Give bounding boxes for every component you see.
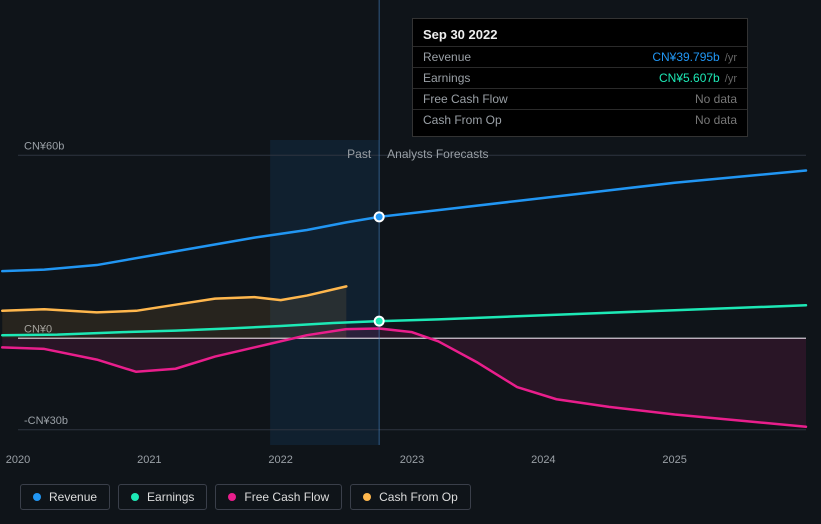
tooltip-metric-label: Cash From Op bbox=[423, 113, 502, 127]
tooltip-metric-value: CN¥39.795b bbox=[652, 50, 719, 64]
legend-item-revenue[interactable]: Revenue bbox=[20, 484, 110, 510]
series-marker-revenue bbox=[376, 213, 383, 220]
tooltip-metric-value: No data bbox=[695, 113, 737, 127]
past-label: Past bbox=[347, 147, 372, 161]
tooltip-metric-value: No data bbox=[695, 92, 737, 106]
tooltip-metric-label: Revenue bbox=[423, 50, 471, 64]
series-area-fcf bbox=[2, 328, 806, 426]
legend-item-cash-from-op[interactable]: Cash From Op bbox=[350, 484, 471, 510]
legend-label: Cash From Op bbox=[379, 490, 458, 504]
y-axis-label: CN¥60b bbox=[24, 140, 64, 152]
tooltip-row: Cash From Op No data bbox=[413, 109, 747, 130]
x-axis-label: 2024 bbox=[531, 454, 555, 466]
tooltip-suffix: /yr bbox=[722, 73, 737, 85]
x-axis-label: 2022 bbox=[268, 454, 292, 466]
tooltip-row: Earnings CN¥5.607b /yr bbox=[413, 67, 747, 88]
x-axis-label: 2025 bbox=[662, 454, 686, 466]
chart-tooltip: Sep 30 2022 RevenueCN¥39.795b /yrEarning… bbox=[412, 18, 748, 137]
legend-item-earnings[interactable]: Earnings bbox=[118, 484, 207, 510]
y-axis-label: -CN¥30b bbox=[24, 415, 68, 427]
financial-history-chart: CN¥60bCN¥0-CN¥30bPastAnalysts Forecasts2… bbox=[0, 0, 821, 524]
series-line-revenue bbox=[2, 171, 806, 272]
legend-dot-icon bbox=[131, 493, 139, 501]
series-marker-earnings bbox=[376, 318, 383, 325]
legend-dot-icon bbox=[33, 493, 41, 501]
tooltip-row: Revenue CN¥39.795b /yr bbox=[413, 46, 747, 67]
x-axis-label: 2023 bbox=[400, 454, 424, 466]
tooltip-suffix: /yr bbox=[722, 52, 737, 64]
x-axis-label: 2021 bbox=[137, 454, 161, 466]
legend-dot-icon bbox=[228, 493, 236, 501]
chart-legend: Revenue Earnings Free Cash Flow Cash From O… bbox=[20, 484, 471, 510]
x-axis-label: 2020 bbox=[6, 454, 30, 466]
tooltip-row: Free Cash Flow No data bbox=[413, 88, 747, 109]
legend-label: Earnings bbox=[147, 490, 194, 504]
legend-label: Revenue bbox=[49, 490, 97, 504]
legend-item-free-cash-flow[interactable]: Free Cash Flow bbox=[215, 484, 342, 510]
tooltip-metric-label: Free Cash Flow bbox=[423, 92, 508, 106]
legend-label: Free Cash Flow bbox=[244, 490, 329, 504]
tooltip-date: Sep 30 2022 bbox=[413, 25, 747, 46]
tooltip-metric-value: CN¥5.607b bbox=[659, 71, 720, 85]
tooltip-metric-label: Earnings bbox=[423, 71, 470, 85]
legend-dot-icon bbox=[363, 493, 371, 501]
forecast-label: Analysts Forecasts bbox=[387, 147, 488, 161]
